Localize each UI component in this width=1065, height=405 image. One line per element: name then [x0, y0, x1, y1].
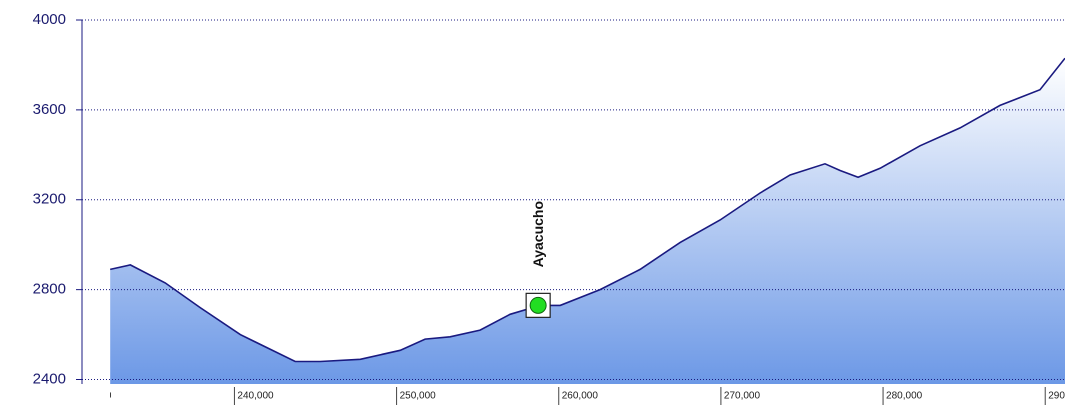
plot-area — [110, 57, 1065, 384]
x-tick-label: 240,000 — [237, 391, 274, 402]
x-tick-label: 270,000 — [724, 391, 761, 402]
y-tick-label: 2400 — [33, 370, 66, 387]
marker — [529, 296, 547, 314]
y-tick-label: 3600 — [33, 101, 66, 118]
x-tick-label: 280,000 — [886, 391, 923, 402]
y-tick-label: 4000 — [33, 11, 66, 28]
annotation-label: Ayacucho — [530, 201, 546, 267]
x-tick-label: 230,000 — [75, 391, 112, 402]
profile-line — [110, 57, 1065, 363]
x-tick-label: 260,000 — [562, 391, 599, 402]
x-axis-labels: 230,000 240,000 250,000 260,000 270,000 280,0… — [75, 387, 1065, 405]
x-tick-label: 250,000 — [400, 391, 437, 402]
y-tick-label: 2800 — [33, 281, 66, 298]
x-tick-label: 290,000 — [1048, 391, 1065, 402]
y-tick-label: 3200 — [33, 191, 66, 208]
area-fill — [110, 58, 1065, 384]
